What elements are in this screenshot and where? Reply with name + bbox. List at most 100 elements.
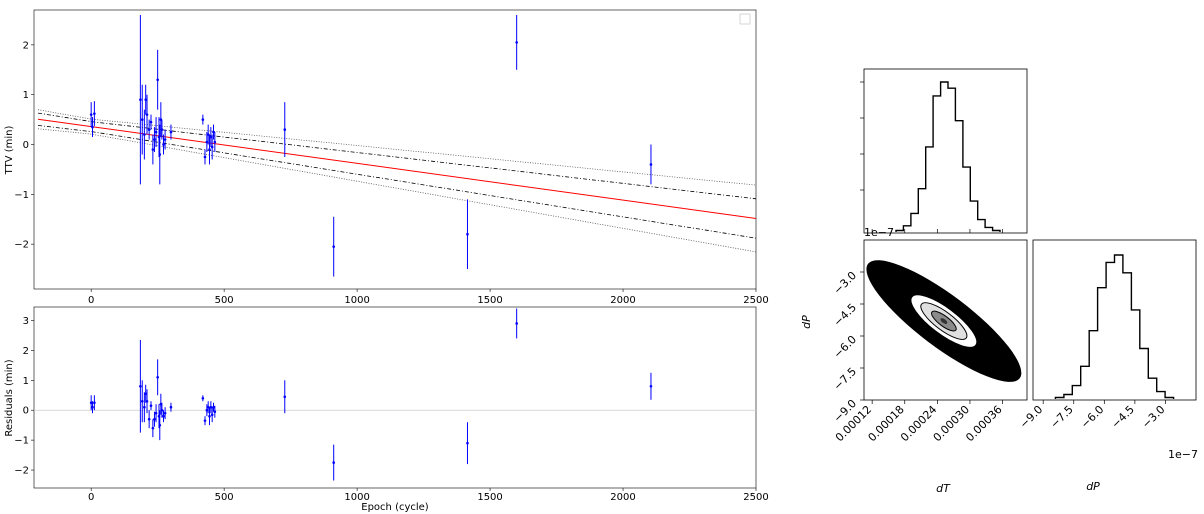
corner-dP-histogram-step	[1054, 254, 1175, 400]
ttv-y-tick-label: 2	[23, 40, 29, 51]
corner-dP-x-axis-label: dP	[1086, 480, 1100, 493]
residuals-x-tick-labels: 0 500 1000 1500 2000 2500	[88, 488, 769, 503]
residuals-data-point	[89, 401, 93, 405]
ttv-data-point	[169, 130, 173, 134]
residuals-data-point	[91, 405, 94, 409]
residuals-data-point	[515, 322, 518, 325]
residuals-data-point	[151, 426, 155, 430]
residuals-data-point	[158, 423, 162, 427]
residuals-data-point	[145, 399, 149, 403]
ttv-data-point	[283, 128, 287, 131]
residuals-x-axis-label: Epoch (cycle)	[361, 502, 429, 513]
corner-dP-x-tick-label: −4.5	[1109, 403, 1137, 431]
ttv-data-point	[156, 78, 159, 82]
corner-2d-y-tick-labels: −3.0−4.5−6.0−7.5−9.0	[831, 269, 864, 425]
residuals-data-point	[209, 405, 213, 409]
ttv-data-point	[213, 140, 217, 144]
corner-dP-x-tick-label: −6.0	[1078, 403, 1106, 431]
residuals-data-point	[149, 404, 153, 408]
corner-dP-x-tick-label: −3.0	[1139, 403, 1167, 431]
residuals-y-tick-label: 0	[23, 406, 29, 417]
ttv-data-point	[206, 133, 210, 136]
residuals-data-point	[154, 411, 158, 415]
ttv-x-tick-label: 2000	[610, 295, 635, 306]
ttv-data-point	[162, 143, 165, 146]
ttv-data-point	[208, 148, 211, 151]
residuals-y-tick-label: 3	[23, 316, 29, 327]
residuals-data-point	[208, 414, 211, 418]
residuals-x-tick-label: 2500	[743, 492, 768, 503]
corner-dP-exponent-label: 1e−7	[1168, 448, 1198, 461]
ttv-inner-band-upper	[37, 112, 757, 200]
ttv-data-point	[201, 118, 205, 121]
residuals-x-tick-label: 2000	[610, 492, 635, 503]
ttv-data-point	[145, 113, 149, 116]
corner-2d-y-tick-label: −6.0	[831, 333, 859, 361]
ttv-x-tick-label: 2500	[743, 295, 768, 306]
corner-dT-histogram-frame	[863, 68, 1028, 234]
residuals-data-point	[283, 395, 287, 399]
residuals-data-point	[162, 414, 165, 418]
ttv-y-axis-label: TTV (min)	[4, 126, 15, 176]
residuals-data-point	[169, 405, 173, 409]
ttv-fit-red-line	[37, 118, 757, 219]
residuals-data-point	[213, 410, 217, 414]
residuals-data-point	[201, 396, 205, 400]
residuals-y-tick-label: 2	[23, 346, 29, 357]
corner-dP-x-tick-label: −9.0	[1017, 403, 1045, 431]
residuals-data-point	[93, 401, 96, 405]
ttv-outer-band-lower	[37, 128, 757, 253]
corner-dT-histogram-step	[895, 81, 1001, 232]
ttv-data-points	[89, 14, 653, 277]
residuals-data-point	[205, 408, 209, 412]
residuals-x-tick-label: 500	[215, 492, 234, 503]
ttv-uncertainty-bands	[37, 109, 757, 253]
residuals-data-points	[89, 308, 653, 481]
corner-2d-exponent-label: 1e−7	[864, 226, 894, 239]
ttv-data-point	[153, 138, 156, 141]
ttv-fit-line	[37, 118, 757, 219]
ttv-y-tick-label: −2	[14, 240, 29, 251]
residuals-data-point	[156, 376, 159, 379]
corner-2d-density	[866, 260, 1022, 382]
ttv-data-point	[210, 145, 214, 149]
ttv-data-point	[649, 163, 653, 166]
residuals-axes-frame	[33, 306, 757, 489]
ttv-x-tick-label: 0	[88, 295, 94, 306]
ttv-panel: 0 500 1000 1500 2000 2500 2 1 0 −1 −2 TTV (min)	[4, 9, 769, 306]
residuals-x-tick-label: 1500	[477, 492, 502, 503]
corner-2d-y-tick-label: −7.5	[831, 365, 859, 393]
ttv-data-point	[163, 138, 167, 141]
ttv-data-point	[212, 130, 215, 134]
residuals-y-tick-labels: 3 2 1 0 −1 −2	[14, 316, 34, 477]
residuals-y-tick-label: −2	[14, 466, 29, 477]
corner-2d-y-tick-label: −4.5	[831, 301, 859, 329]
corner-dT-histogram-panel	[860, 68, 1028, 234]
ttv-data-point	[515, 41, 518, 44]
corner-2d-x-axis-label: dT	[936, 482, 951, 495]
ttv-data-point	[332, 245, 336, 248]
residuals-panel: 0 500 1000 1500 2000 2500 3 2 1 0 −1 −2 Residuals …	[4, 306, 769, 513]
residuals-y-tick-label: −1	[14, 436, 29, 447]
ttv-data-point	[466, 232, 469, 236]
ttv-x-tick-label: 500	[215, 295, 234, 306]
ttv-data-point	[140, 118, 144, 121]
residuals-data-point	[466, 441, 469, 445]
ttv-y-tick-label: 1	[23, 90, 29, 101]
residuals-data-point	[206, 405, 210, 409]
residuals-data-point	[160, 408, 164, 412]
corner-dT-histogram-ticks	[860, 81, 1003, 233]
legend-box	[739, 13, 751, 25]
residuals-data-point	[163, 411, 167, 415]
ttv-data-point	[154, 130, 158, 134]
residuals-data-point	[153, 417, 156, 421]
ttv-data-point	[93, 112, 96, 115]
residuals-data-point	[212, 405, 215, 409]
ttv-data-point	[205, 140, 209, 144]
ttv-data-point	[203, 155, 207, 159]
ttv-data-point	[91, 125, 94, 129]
residuals-data-point	[649, 384, 653, 388]
